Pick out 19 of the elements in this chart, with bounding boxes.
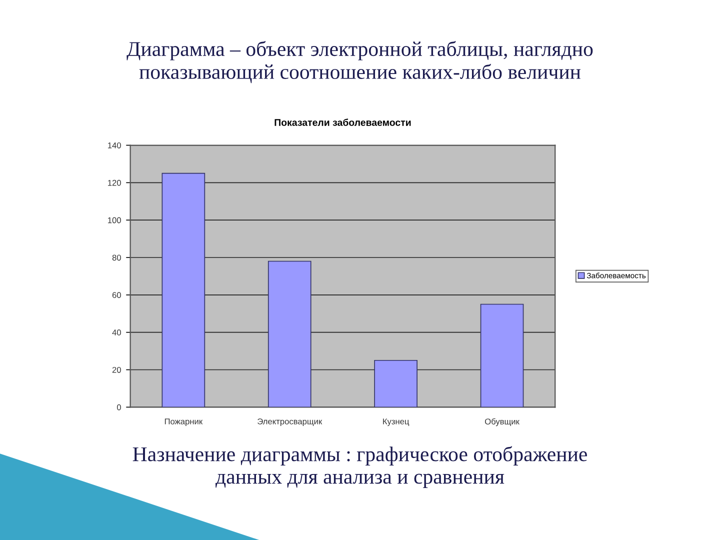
y-tick-label: 0 (116, 404, 121, 410)
chart-title: Показатели заболеваемости (274, 118, 411, 126)
y-tick-label: 40 (112, 330, 121, 336)
y-tick-label: 20 (112, 366, 121, 373)
x-tick-label: Пожарник (164, 418, 203, 426)
x-tick-label: Обувщик (485, 418, 520, 426)
y-tick-label: 100 (108, 217, 121, 224)
y-tick-label: 140 (108, 142, 121, 148)
x-tick-label: Электросварщик (258, 418, 322, 426)
x-tick-label: Кузнец (383, 418, 410, 426)
bar (480, 304, 524, 408)
y-tick-label: 120 (108, 180, 121, 186)
bar (162, 172, 206, 408)
text: Назначение диаграммы : графическое отображение данных для анализа и сравнения (132, 446, 587, 488)
y-tick-label: 80 (112, 254, 121, 261)
y-tick-label: 60 (112, 292, 121, 298)
text: Диаграмма – объект электронной таблицы, наглядно показывающий соотношение каких-либо величин (126, 40, 593, 84)
bar (268, 260, 312, 408)
bar (374, 360, 418, 408)
